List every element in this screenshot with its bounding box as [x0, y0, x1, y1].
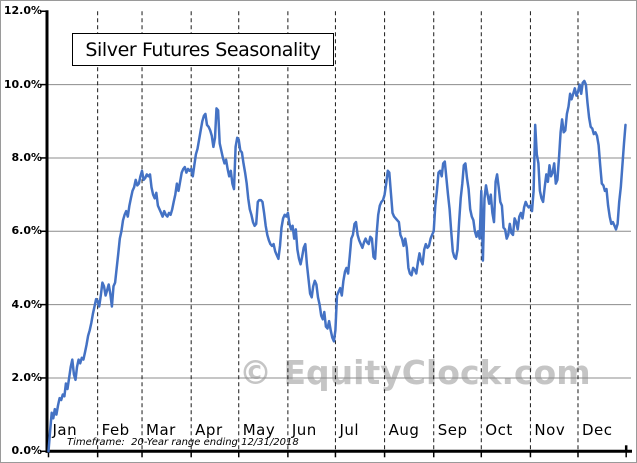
y-axis-label: 8.0% — [11, 150, 42, 164]
month-label-jan: Jan — [52, 421, 78, 439]
month-label-nov: Nov — [534, 421, 566, 439]
month-label-jul: Jul — [339, 421, 360, 439]
y-axis-label: 4.0% — [11, 297, 42, 311]
month-label-dec: Dec — [581, 421, 613, 439]
timeframe-footnote: Timeframe: 20-Year range ending 12/31/20… — [67, 437, 299, 448]
y-axis-label: 2.0% — [11, 370, 42, 384]
seasonality-line — [47, 79, 627, 453]
y-axis-label: 0.0% — [11, 444, 42, 458]
month-label-feb: Feb — [101, 421, 130, 439]
month-label-jun: Jun — [291, 421, 317, 439]
chart-title-box: Silver Futures Seasonality — [72, 33, 334, 66]
y-axis-label: 10.0% — [3, 77, 42, 91]
y-axis-label: 6.0% — [11, 224, 42, 238]
month-label-apr: Apr — [195, 421, 223, 439]
equityclock-watermark: © EquityClock.com — [239, 353, 591, 392]
month-label-sep: Sep — [437, 421, 468, 439]
month-label-mar: Mar — [146, 421, 176, 439]
month-label-oct: Oct — [485, 421, 513, 439]
month-label-may: May — [242, 421, 276, 439]
y-axis-label: 12.0% — [3, 4, 42, 18]
chart-title: Silver Futures Seasonality — [85, 38, 321, 61]
month-label-aug: Aug — [388, 421, 420, 439]
